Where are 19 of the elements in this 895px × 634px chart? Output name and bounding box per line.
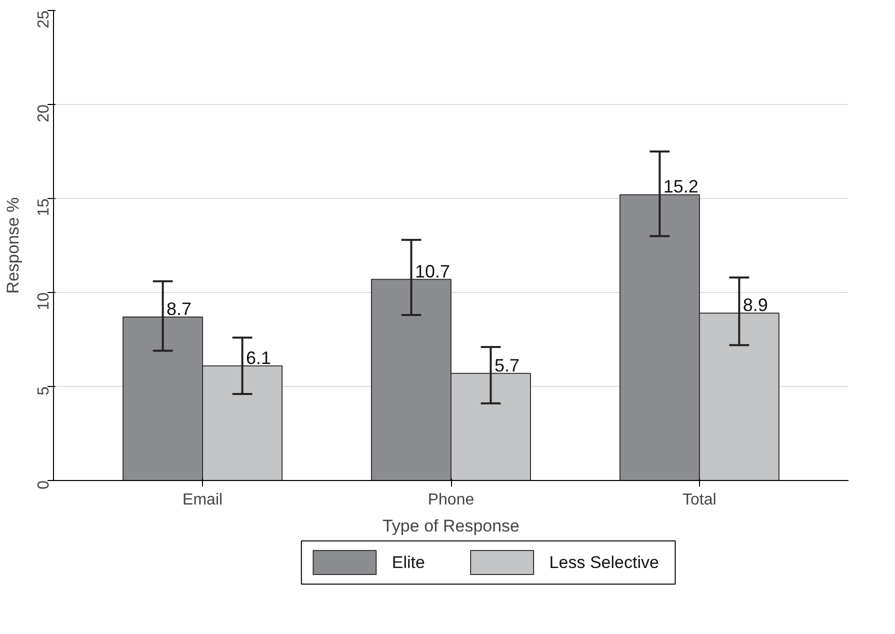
- x-tick-label: Total: [682, 492, 716, 508]
- x-tick-label: Phone: [428, 492, 474, 508]
- y-tick-label: 20: [36, 104, 52, 122]
- y-tick-label: 10: [36, 292, 52, 310]
- x-tick-label: Email: [182, 492, 223, 508]
- y-tick-label: 15: [36, 198, 52, 216]
- data-label: 8.7: [166, 298, 192, 319]
- data-label: 6.1: [246, 348, 272, 368]
- data-label: 8.9: [742, 295, 768, 316]
- data-label: 5.7: [494, 355, 520, 376]
- y-axis-title: Response %: [4, 197, 22, 294]
- x-axis-title: Type of Response: [382, 516, 520, 536]
- data-label: 15.2: [663, 176, 698, 197]
- y-tick-label: 5: [36, 386, 52, 396]
- legend-label: Less Selective: [549, 553, 659, 572]
- legend-label: Elite: [392, 553, 425, 572]
- y-tick-label: 0: [36, 480, 52, 490]
- data-label: 10.7: [414, 261, 450, 282]
- y-tick-label: 25: [36, 10, 52, 28]
